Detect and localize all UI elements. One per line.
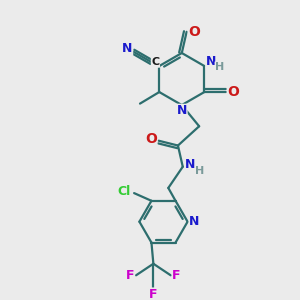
Text: N: N bbox=[122, 42, 133, 55]
Text: F: F bbox=[172, 269, 181, 282]
Text: O: O bbox=[188, 25, 200, 39]
Text: N: N bbox=[177, 104, 187, 117]
Text: F: F bbox=[149, 288, 158, 300]
Text: Cl: Cl bbox=[118, 185, 131, 198]
Text: N: N bbox=[185, 158, 196, 171]
Text: H: H bbox=[215, 62, 224, 72]
Text: H: H bbox=[196, 166, 205, 176]
Text: C: C bbox=[152, 57, 160, 67]
Text: O: O bbox=[227, 85, 239, 99]
Text: N: N bbox=[189, 215, 200, 228]
Text: N: N bbox=[206, 55, 216, 68]
Text: F: F bbox=[126, 269, 134, 282]
Text: O: O bbox=[145, 132, 157, 146]
